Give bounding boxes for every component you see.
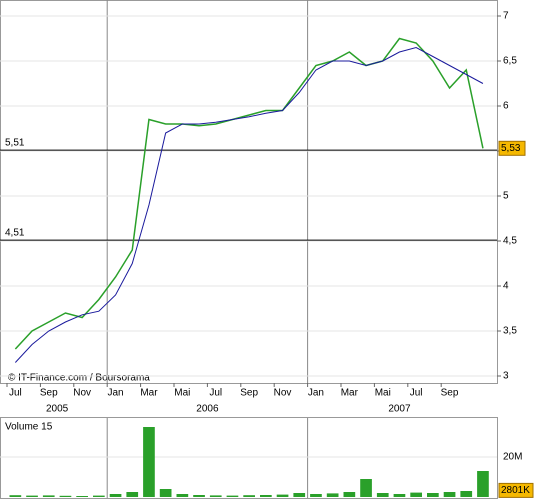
y-tick-label: 5 bbox=[503, 191, 509, 202]
volume-panel bbox=[0, 417, 498, 499]
x-tick-label: Jul bbox=[9, 388, 22, 399]
y-tick-label: 4 bbox=[503, 281, 509, 292]
x-tick-label: Mar bbox=[341, 388, 359, 399]
last-volume-box bbox=[498, 482, 534, 498]
x-tick-label: Sep bbox=[240, 388, 258, 399]
volume-bar bbox=[393, 494, 406, 497]
x-tick-label: Sep bbox=[40, 388, 58, 399]
volume-bar bbox=[243, 495, 255, 497]
x-tick-label: Mai bbox=[174, 388, 190, 399]
volume-bar bbox=[293, 493, 306, 497]
y-tick-label: 6,5 bbox=[503, 56, 517, 67]
volume-bar bbox=[427, 493, 439, 497]
y-tick-label: 3 bbox=[503, 371, 509, 382]
volume-bar bbox=[42, 495, 55, 497]
volume-bar bbox=[26, 495, 38, 497]
price-line bbox=[14, 46, 484, 363]
volume-bar bbox=[460, 491, 473, 497]
volume-bar bbox=[226, 495, 239, 497]
volume-bar bbox=[376, 493, 389, 497]
last-price-box bbox=[498, 140, 526, 156]
volume-bar bbox=[159, 489, 172, 497]
y-tick-label: 3,5 bbox=[503, 326, 517, 337]
credit: © IT-Finance.com / Boursorama bbox=[8, 373, 150, 384]
last-volume-label: 2801K bbox=[501, 485, 530, 496]
x-tick-label: Jan bbox=[107, 388, 123, 399]
volume-title: Volume 15 bbox=[5, 422, 53, 433]
x-tick-label: Mai bbox=[375, 388, 391, 399]
volume-bar bbox=[143, 427, 155, 497]
x-tick-label: Nov bbox=[73, 388, 91, 399]
x-tick-label: Jul bbox=[209, 388, 222, 399]
volume-bar bbox=[276, 494, 289, 497]
volume-bar bbox=[193, 495, 205, 497]
y-tick-label: 6 bbox=[503, 101, 509, 112]
volume-bar bbox=[443, 492, 456, 497]
volume-bar bbox=[176, 494, 189, 497]
volume-bar bbox=[209, 495, 222, 497]
year-label: 2005 bbox=[46, 404, 69, 415]
price-line bbox=[14, 37, 484, 350]
price-panel bbox=[0, 0, 498, 384]
last-price-label: 5,53 bbox=[501, 143, 521, 154]
volume-bar bbox=[76, 496, 88, 497]
volume-bar bbox=[326, 493, 339, 497]
volume-bar bbox=[9, 495, 22, 497]
y-tick-label: 20M bbox=[503, 452, 522, 463]
volume-bar bbox=[410, 492, 422, 497]
volume-bar bbox=[477, 471, 489, 497]
volume-bar bbox=[360, 479, 372, 497]
volume-bar bbox=[93, 495, 105, 497]
x-tick-label: Nov bbox=[274, 388, 292, 399]
year-label: 2007 bbox=[388, 404, 411, 415]
volume-bar bbox=[343, 492, 356, 497]
volume-bar bbox=[310, 494, 322, 497]
x-tick-label: Jul bbox=[410, 388, 423, 399]
volume-bar bbox=[260, 495, 272, 497]
y-tick-label: 4,5 bbox=[503, 236, 517, 247]
x-tick-label: Jan bbox=[308, 388, 324, 399]
volume-bar bbox=[109, 494, 122, 497]
y-tick-label: 7 bbox=[503, 11, 509, 22]
x-tick-label: Mar bbox=[140, 388, 158, 399]
x-tick-label: Sep bbox=[441, 388, 459, 399]
year-label: 2006 bbox=[196, 404, 219, 415]
volume-bar bbox=[59, 495, 72, 497]
reference-label: 5,51 bbox=[5, 138, 25, 149]
reference-label: 4,51 bbox=[5, 228, 25, 239]
volume-bar bbox=[126, 492, 139, 497]
